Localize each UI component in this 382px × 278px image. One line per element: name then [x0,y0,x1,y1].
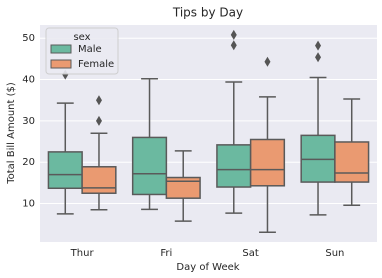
box [131,136,168,196]
legend-label: Female [78,59,114,70]
x-tick-label: Fri [160,248,172,259]
y-tick-label: 40 [22,75,35,86]
flier [95,95,102,106]
legend-title: sex [73,32,90,43]
flier [230,40,237,51]
box [165,176,201,199]
flier [315,52,322,63]
legend-swatch [50,59,72,69]
box [47,151,83,190]
y-tick-label: 30 [22,116,35,127]
flier [315,40,322,51]
legend-swatch [50,44,72,54]
y-tick-label: 50 [22,33,35,44]
y-tick-label: 10 [22,199,35,210]
legend-label: Male [78,44,102,55]
flier [95,115,102,126]
box [216,144,252,188]
y-axis-label: Total Bill Amount ($) [6,82,17,185]
flier [230,29,237,40]
y-tick-label: 20 [22,157,35,168]
flier [264,56,271,67]
x-tick-label: Sat [242,248,258,259]
box [334,141,370,183]
x-tick-label: Sun [325,248,344,259]
chart-title: Tips by Day [172,6,243,20]
x-tick-label: Thur [70,248,95,259]
x-axis-label: Day of Week [176,262,239,273]
box [249,138,286,187]
box [81,166,117,194]
